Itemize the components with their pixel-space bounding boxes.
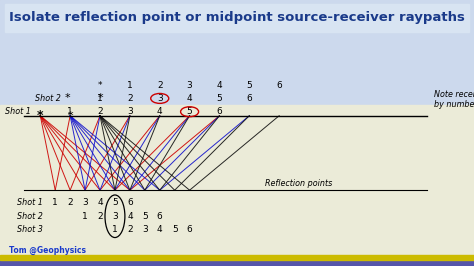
Bar <box>0 0 474 116</box>
Text: 4: 4 <box>157 225 163 234</box>
Text: 3: 3 <box>187 81 192 90</box>
Text: 2: 2 <box>97 107 103 116</box>
Text: 4: 4 <box>217 81 222 90</box>
Text: 6: 6 <box>127 198 133 207</box>
Bar <box>0 255 474 260</box>
Text: 3: 3 <box>112 212 118 221</box>
Text: 2: 2 <box>127 94 133 103</box>
Text: 2: 2 <box>67 198 73 207</box>
Text: 4: 4 <box>127 212 133 221</box>
Text: Note receivers
by numbers: Note receivers by numbers <box>434 90 474 109</box>
Text: 6: 6 <box>217 107 222 116</box>
Text: 4: 4 <box>187 94 192 103</box>
Text: 5: 5 <box>142 212 148 221</box>
Text: Tom @Geophysics: Tom @Geophysics <box>9 246 86 255</box>
Text: 5: 5 <box>112 198 118 207</box>
Text: Shot 1: Shot 1 <box>17 198 43 207</box>
Text: 5: 5 <box>217 94 222 103</box>
Text: 1: 1 <box>67 107 73 116</box>
Text: 1: 1 <box>97 94 103 103</box>
Text: 3: 3 <box>142 225 148 234</box>
Text: Shot 2: Shot 2 <box>35 94 61 103</box>
Text: 3: 3 <box>127 107 133 116</box>
Text: 2: 2 <box>157 81 163 90</box>
Text: 4: 4 <box>97 198 103 207</box>
Text: 1: 1 <box>82 212 88 221</box>
Text: 5: 5 <box>172 225 178 234</box>
Text: *: * <box>98 81 102 90</box>
Text: Reflection points: Reflection points <box>265 179 333 188</box>
Text: 1: 1 <box>52 198 58 207</box>
Text: 6: 6 <box>246 94 252 103</box>
Text: Shot 2: Shot 2 <box>17 212 43 221</box>
Text: 4: 4 <box>157 107 163 116</box>
Text: 1: 1 <box>112 225 118 234</box>
Text: 1: 1 <box>127 81 133 90</box>
Text: 6: 6 <box>157 212 163 221</box>
Text: 3: 3 <box>157 94 163 103</box>
Bar <box>0 105 474 255</box>
Text: Isolate reflection point or midpoint source-receiver raypaths: Isolate reflection point or midpoint sou… <box>9 11 465 24</box>
Text: 2: 2 <box>127 225 133 234</box>
Text: 6: 6 <box>187 225 192 234</box>
Text: *: * <box>97 93 103 103</box>
Text: *: * <box>67 111 73 121</box>
Text: 5: 5 <box>187 107 192 116</box>
Text: Shot 3: Shot 3 <box>17 225 43 234</box>
Text: 3: 3 <box>82 198 88 207</box>
Bar <box>5 4 469 32</box>
Text: 6: 6 <box>276 81 282 90</box>
Text: *: * <box>65 93 71 103</box>
Text: 2: 2 <box>97 212 103 221</box>
Text: Shot 1: Shot 1 <box>5 107 31 116</box>
Text: *: * <box>37 109 44 122</box>
Bar <box>0 260 474 266</box>
Text: 5: 5 <box>246 81 252 90</box>
